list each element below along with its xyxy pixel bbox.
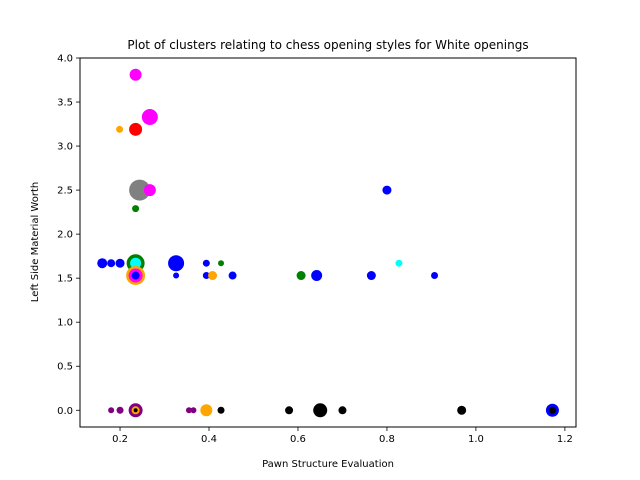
data-point-18 bbox=[173, 272, 180, 279]
data-point-28 bbox=[431, 272, 439, 280]
y-tick-label-4: 2.0 bbox=[57, 230, 73, 241]
data-point-26 bbox=[366, 271, 376, 281]
data-point-33 bbox=[133, 408, 138, 413]
y-tick-label-3: 1.5 bbox=[57, 274, 73, 285]
points-layer bbox=[97, 68, 559, 418]
data-point-1 bbox=[141, 109, 158, 125]
chart-title: Plot of clusters relating to chess openi… bbox=[127, 38, 528, 52]
data-point-21 bbox=[208, 271, 218, 281]
y-tick-label-5: 2.5 bbox=[57, 186, 73, 197]
y-axis-ticks: 0.0 0.5 1.0 1.5 2.0 2.5 3.0 3.5 4.0 bbox=[57, 54, 80, 417]
data-point-34 bbox=[185, 407, 192, 414]
data-point-36 bbox=[200, 404, 213, 417]
y-tick-label-0: 0.0 bbox=[57, 406, 73, 417]
data-point-3 bbox=[129, 122, 143, 136]
data-point-38 bbox=[285, 406, 294, 415]
data-point-9 bbox=[97, 258, 108, 269]
x-axis-ticks: 0.2 0.4 0.6 0.8 1.0 1.2 bbox=[112, 427, 573, 445]
y-tick-label-6: 3.0 bbox=[57, 142, 73, 153]
data-point-35 bbox=[190, 407, 197, 414]
y-tick-label-7: 3.5 bbox=[57, 98, 73, 109]
data-point-16 bbox=[131, 271, 140, 280]
data-point-29 bbox=[108, 407, 115, 414]
y-tick-label-8: 4.0 bbox=[57, 54, 73, 65]
data-point-37 bbox=[217, 406, 225, 414]
x-tick-label-3: 0.8 bbox=[379, 434, 395, 445]
data-point-41 bbox=[338, 406, 347, 415]
data-point-24 bbox=[296, 271, 306, 281]
x-tick-label-4: 1.0 bbox=[468, 434, 484, 445]
data-point-20 bbox=[202, 272, 210, 280]
data-point-27 bbox=[395, 259, 403, 267]
data-point-8 bbox=[382, 185, 392, 195]
data-point-11 bbox=[115, 258, 125, 268]
data-point-7 bbox=[132, 205, 140, 213]
data-point-23 bbox=[228, 271, 237, 280]
data-point-30 bbox=[116, 406, 124, 414]
data-point-25 bbox=[311, 270, 323, 282]
y-tick-label-1: 0.5 bbox=[57, 362, 73, 373]
plot-frame bbox=[79, 57, 577, 428]
x-tick-label-5: 1.2 bbox=[557, 434, 573, 445]
x-axis-label: Pawn Structure Evaluation bbox=[262, 459, 394, 470]
data-point-6 bbox=[143, 184, 156, 197]
x-tick-label-1: 0.4 bbox=[201, 434, 217, 445]
data-point-13 bbox=[130, 257, 142, 269]
y-axis-label: Left Side Material Worth bbox=[30, 182, 41, 302]
data-point-0 bbox=[129, 68, 142, 81]
x-tick-label-2: 0.6 bbox=[290, 434, 306, 445]
data-point-22 bbox=[218, 260, 225, 267]
data-point-19 bbox=[202, 259, 210, 267]
data-point-42 bbox=[457, 405, 467, 415]
data-point-2 bbox=[116, 125, 124, 133]
data-point-5 bbox=[131, 186, 140, 195]
x-tick-label-0: 0.2 bbox=[112, 434, 128, 445]
data-point-17 bbox=[168, 255, 185, 272]
data-point-40 bbox=[313, 403, 328, 418]
data-point-10 bbox=[107, 259, 116, 268]
y-tick-label-2: 1.0 bbox=[57, 318, 73, 329]
data-point-44 bbox=[548, 406, 556, 414]
